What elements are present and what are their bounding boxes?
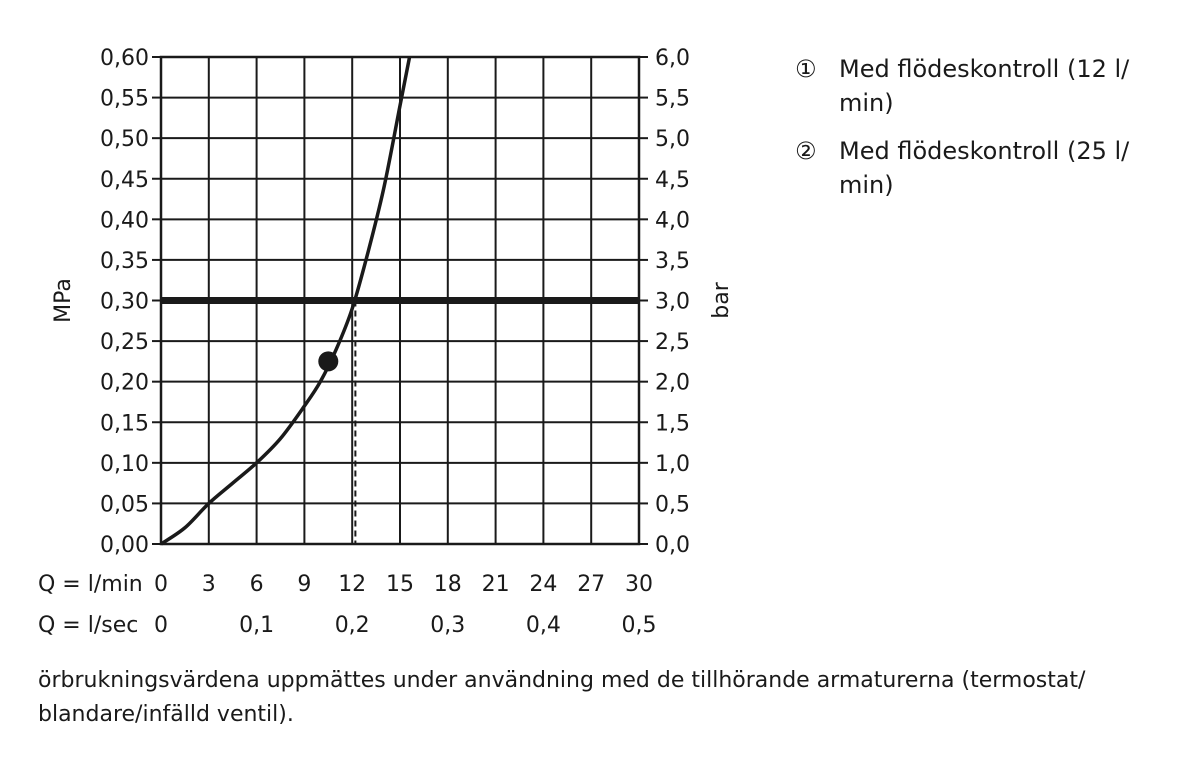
x-tick-label-lmin: 0 bbox=[154, 572, 168, 597]
right-tick-label: 3,0 bbox=[655, 290, 690, 315]
legend-marker-2: ② bbox=[795, 137, 817, 165]
x-tick-label-lmin: 21 bbox=[482, 572, 510, 597]
right-tick-label: 5,5 bbox=[655, 87, 690, 112]
x-tick-label-lsec: 0,3 bbox=[430, 613, 465, 638]
left-tick-label: 0,35 bbox=[100, 249, 149, 274]
left-tick-label: 0,50 bbox=[100, 127, 149, 152]
right-tick-label: 0,0 bbox=[655, 533, 690, 558]
x-tick-label-lsec: 0,4 bbox=[526, 613, 561, 638]
legend-item-1: ① Med flödeskontroll (12 l/ min) bbox=[795, 52, 1175, 120]
right-tick-label: 4,5 bbox=[655, 168, 690, 193]
left-tick-label: 0,05 bbox=[100, 492, 149, 517]
x-tick-label-lmin: 18 bbox=[434, 572, 462, 597]
legend-label-2: Med flödeskontroll (25 l/ min) bbox=[839, 137, 1130, 199]
x-tick-label-lmin: 15 bbox=[386, 572, 414, 597]
x-tick-label-lsec: 0 bbox=[154, 613, 168, 638]
x-tick-label-lsec: 0,5 bbox=[622, 613, 657, 638]
flow-pressure-chart: 0,000,050,100,150,200,250,300,350,400,45… bbox=[38, 46, 734, 638]
left-tick-label: 0,00 bbox=[100, 533, 149, 558]
operating-point bbox=[318, 351, 339, 372]
series-line-0 bbox=[160, 56, 412, 546]
x-tick-label-lmin: 12 bbox=[338, 572, 366, 597]
left-tick-label: 0,60 bbox=[100, 46, 149, 71]
x-tick-label-lsec: 0,2 bbox=[335, 613, 370, 638]
left-tick-label: 0,55 bbox=[100, 87, 149, 112]
x-axis-lmin-title: Q = l/min bbox=[38, 572, 143, 597]
right-tick-label: 2,5 bbox=[655, 330, 690, 355]
x-tick-label-lmin: 24 bbox=[529, 572, 557, 597]
right-axis-title: bar bbox=[709, 281, 734, 318]
x-tick-label-lmin: 3 bbox=[202, 572, 216, 597]
x-tick-label-lsec: 0,1 bbox=[239, 613, 274, 638]
x-tick-label-lmin: 6 bbox=[250, 572, 264, 597]
left-tick-label: 0,45 bbox=[100, 168, 149, 193]
x-tick-label-lmin: 30 bbox=[625, 572, 653, 597]
left-tick-label: 0,25 bbox=[100, 330, 149, 355]
left-tick-label: 0,15 bbox=[100, 411, 149, 436]
right-tick-label: 1,0 bbox=[655, 452, 690, 477]
right-tick-label: 4,0 bbox=[655, 208, 690, 233]
right-tick-label: 0,5 bbox=[655, 492, 690, 517]
x-axis-lsec-title: Q = l/sec bbox=[38, 613, 138, 638]
left-axis-title: MPa bbox=[51, 278, 76, 323]
legend-item-2: ② Med flödeskontroll (25 l/ min) bbox=[795, 134, 1175, 202]
left-tick-label: 0,40 bbox=[100, 208, 149, 233]
legend-label-1: Med flödeskontroll (12 l/ min) bbox=[839, 55, 1130, 117]
left-tick-label: 0,20 bbox=[100, 371, 149, 396]
x-tick-label-lmin: 27 bbox=[577, 572, 605, 597]
left-tick-label: 0,30 bbox=[100, 290, 149, 315]
left-tick-label: 0,10 bbox=[100, 452, 149, 477]
right-tick-label: 5,0 bbox=[655, 127, 690, 152]
right-tick-label: 6,0 bbox=[655, 46, 690, 71]
footnote: örbrukningsvärdena uppmättes under använ… bbox=[38, 668, 1086, 727]
x-tick-label-lmin: 9 bbox=[297, 572, 311, 597]
right-tick-label: 1,5 bbox=[655, 411, 690, 436]
right-tick-label: 2,0 bbox=[655, 371, 690, 396]
right-tick-label: 3,5 bbox=[655, 249, 690, 274]
legend-marker-1: ① bbox=[795, 55, 817, 83]
legend: ① Med flödeskontroll (12 l/ min) ② Med f… bbox=[795, 52, 1175, 216]
